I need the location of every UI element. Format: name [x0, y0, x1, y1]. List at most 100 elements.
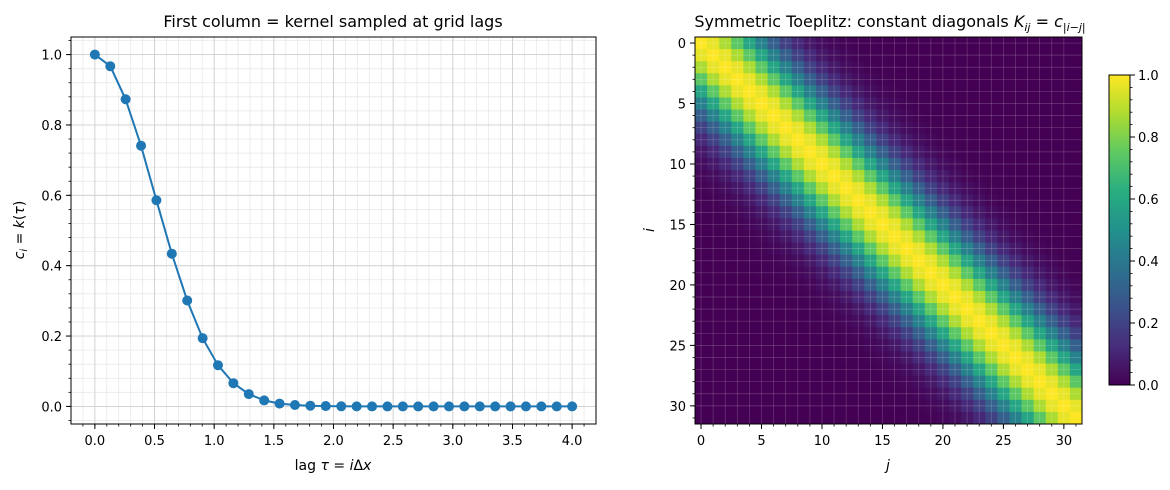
heatmap-cell — [912, 182, 926, 195]
heatmap-cell — [707, 411, 720, 425]
x-tick-label: 25 — [995, 434, 1012, 449]
chart-title: First column = kernel sampled at grid la… — [163, 12, 502, 31]
heatmap-cell — [719, 73, 732, 86]
heatmap-cell — [1009, 170, 1022, 183]
heatmap-cell — [900, 290, 914, 304]
heatmap-cell — [828, 339, 841, 352]
heatmap-cell — [1045, 411, 1059, 425]
heatmap-cell — [719, 339, 732, 352]
heatmap-cell — [1069, 363, 1083, 377]
heatmap-cell — [900, 109, 914, 123]
heatmap-cell — [924, 278, 938, 292]
heatmap-cell — [1057, 73, 1071, 86]
heatmap-cell — [997, 206, 1010, 219]
heatmap-cell — [948, 218, 962, 231]
heatmap-cell — [755, 133, 768, 147]
heatmap-cell — [791, 339, 805, 352]
heatmap-cell — [719, 170, 732, 183]
heatmap-cell — [719, 387, 732, 401]
heatmap-cell — [1057, 121, 1071, 135]
heatmap-cell — [743, 230, 756, 243]
heatmap-cell — [731, 363, 744, 377]
heatmap-cell — [1069, 399, 1083, 413]
heatmap-cell — [1009, 254, 1022, 268]
heatmap-cell — [695, 278, 708, 292]
heatmap-cell — [840, 218, 853, 231]
heatmap-cell — [1057, 133, 1071, 147]
heatmap-cell — [961, 85, 974, 98]
heatmap-cell — [924, 387, 938, 401]
heatmap-cell — [1009, 387, 1022, 401]
heatmap-cell — [755, 97, 768, 110]
heatmap-cell — [888, 206, 901, 219]
heatmap-cell — [828, 242, 841, 256]
heatmap-cell — [791, 145, 805, 159]
heatmap-cell — [1057, 85, 1071, 98]
heatmap-cell — [707, 290, 720, 304]
heatmap-cell — [803, 109, 817, 123]
heatmap-cell — [828, 182, 841, 195]
heatmap-cell — [900, 399, 914, 413]
heatmap-cell — [864, 254, 877, 268]
heatmap-cell — [779, 145, 793, 159]
heatmap-cell — [840, 254, 853, 268]
heatmap-cell — [852, 157, 865, 171]
heatmap-cell — [767, 242, 781, 256]
heatmap-cell — [997, 121, 1010, 135]
heatmap-cell — [828, 290, 841, 304]
heatmap-cell — [779, 218, 793, 231]
heatmap-cell — [997, 303, 1010, 316]
heatmap-cell — [888, 363, 901, 377]
heatmap-cell — [707, 230, 720, 243]
heatmap-cell — [1057, 218, 1071, 231]
heatmap-cell — [1045, 351, 1059, 364]
heatmap-cell — [1033, 254, 1047, 268]
heatmap-cell — [1021, 97, 1035, 110]
heatmap-cell — [912, 194, 926, 207]
heatmap-cell — [924, 61, 938, 74]
heatmap-cell — [695, 145, 708, 159]
heatmap-cell — [876, 351, 889, 364]
heatmap-cell — [815, 109, 829, 123]
heatmap-cell — [719, 266, 732, 280]
heatmap-cell — [707, 157, 720, 171]
heatmap-cell — [997, 290, 1010, 304]
heatmap-cell — [852, 170, 865, 183]
heatmap-cell — [767, 109, 781, 123]
heatmap-cell — [1069, 278, 1083, 292]
heatmap-cell — [840, 387, 853, 401]
heatmap-cell — [997, 387, 1010, 401]
heatmap-cell — [1069, 73, 1083, 86]
heatmap-cell — [973, 61, 986, 74]
heatmap-cell — [719, 363, 732, 377]
heatmap-cell — [997, 254, 1010, 268]
heatmap-cell — [695, 182, 708, 195]
data-point — [444, 401, 454, 412]
heatmap-cell — [936, 194, 950, 207]
heatmap-cell — [791, 97, 805, 110]
heatmap-cell — [803, 61, 817, 74]
heatmap-cell — [912, 109, 926, 123]
heatmap-cell — [695, 37, 708, 50]
data-point — [305, 400, 316, 411]
heatmap-cell — [707, 266, 720, 280]
heatmap-cell — [912, 351, 926, 364]
heatmap-cell — [961, 49, 974, 62]
heatmap-cell — [779, 49, 793, 62]
heatmap-cell — [719, 145, 732, 159]
heatmap-cell — [1069, 206, 1083, 219]
heatmap-cell — [876, 133, 889, 147]
heatmap-cell — [815, 37, 829, 50]
heatmap-cell — [828, 145, 841, 159]
heatmap-cell — [755, 351, 768, 364]
heatmap-cell — [1021, 339, 1035, 352]
data-point — [382, 401, 393, 412]
heatmap-cell — [936, 303, 950, 316]
heatmap-cell — [840, 278, 853, 292]
heatmap-cell — [719, 182, 732, 195]
heatmap-cell — [948, 97, 962, 110]
heatmap-cell — [791, 266, 805, 280]
heatmap-cell — [731, 157, 744, 171]
heatmap-cell — [973, 254, 986, 268]
heatmap-cell — [767, 206, 781, 219]
